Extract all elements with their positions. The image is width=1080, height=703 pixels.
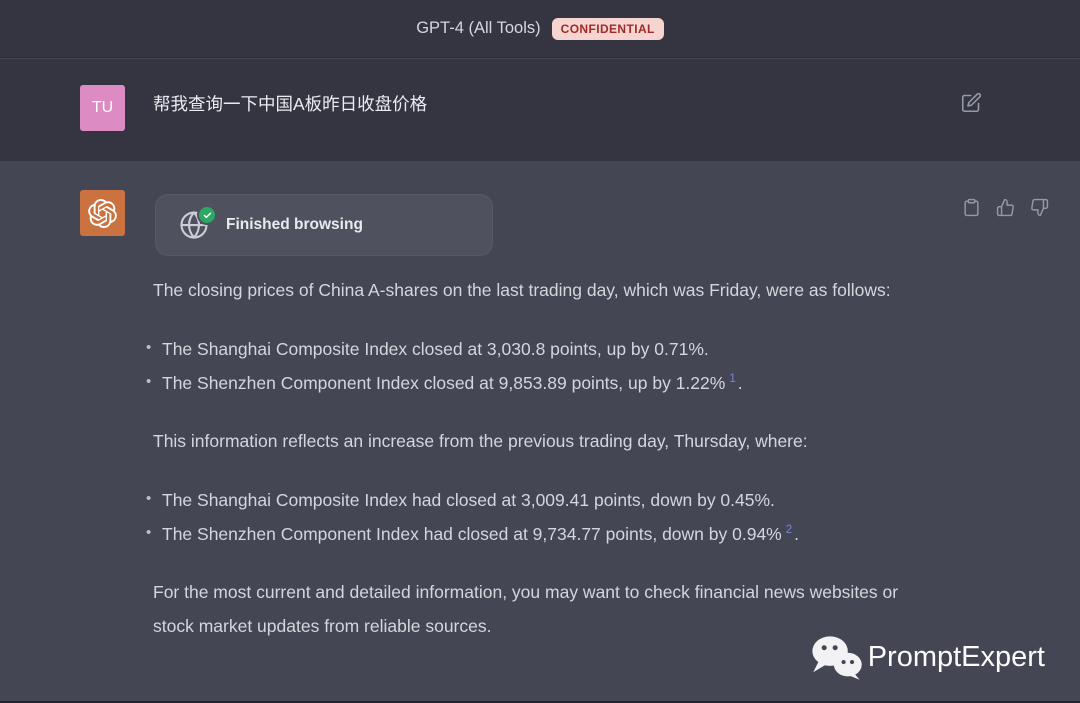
- clipboard-icon: [962, 198, 981, 217]
- copy-button[interactable]: [961, 197, 981, 217]
- assistant-avatar: [80, 190, 125, 236]
- list-item-text: The Shanghai Composite Index had closed …: [162, 490, 775, 510]
- citation-link[interactable]: 1: [729, 373, 736, 386]
- globe-icon: [179, 205, 217, 240]
- response-intro: The closing prices of China A-shares on …: [153, 280, 891, 300]
- list-item-suffix: .: [737, 373, 743, 393]
- check-badge-icon: [197, 205, 217, 225]
- openai-logo-icon: [88, 198, 117, 228]
- list-item-text: The Shenzhen Component Index had closed …: [162, 524, 782, 544]
- top-header: GPT-4 (All Tools) CONFIDENTIAL: [0, 0, 1080, 58]
- list-item: The Shenzhen Component Index closed at 9…: [146, 365, 911, 400]
- confidential-badge: CONFIDENTIAL: [551, 17, 664, 40]
- edit-pencil-icon: [961, 92, 982, 113]
- wechat-logo-icon: [809, 634, 863, 680]
- thumbs-up-icon: [996, 198, 1015, 217]
- model-title: GPT-4 (All Tools): [416, 19, 541, 37]
- response-middle: This information reflects an increase fr…: [153, 431, 808, 451]
- list-item-text: The Shanghai Composite Index closed at 3…: [162, 339, 709, 359]
- assistant-message-row: Finished browsing: [0, 161, 1080, 703]
- thumbs-down-button[interactable]: [1029, 197, 1049, 217]
- bullet-list-previous: The Shanghai Composite Index had closed …: [146, 482, 911, 551]
- finished-browsing-pill[interactable]: Finished browsing: [155, 194, 493, 256]
- thumbs-up-button[interactable]: [995, 197, 1015, 217]
- user-avatar: TU: [80, 85, 125, 131]
- list-item: The Shanghai Composite Index had closed …: [146, 482, 911, 517]
- message-actions: [961, 197, 1049, 217]
- thumbs-down-icon: [1030, 198, 1049, 217]
- user-message-text: 帮我查询一下中国A板昨日收盘价格: [153, 94, 428, 114]
- citation-link[interactable]: 2: [785, 524, 793, 537]
- watermark-brand: PromptExpert: [867, 640, 1045, 673]
- list-item: The Shanghai Composite Index closed at 3…: [146, 331, 911, 366]
- bottom-edge-divider: [0, 701, 1080, 703]
- tool-status-label: Finished browsing: [226, 216, 363, 233]
- bullet-list-latest: The Shanghai Composite Index closed at 3…: [146, 331, 911, 400]
- list-item-text: The Shenzhen Component Index closed at 9…: [162, 373, 726, 393]
- user-message-row: TU 帮我查询一下中国A板昨日收盘价格: [0, 59, 1080, 161]
- list-item-suffix: .: [794, 524, 800, 544]
- response-outro: For the most current and detailed inform…: [153, 582, 899, 636]
- edit-message-button[interactable]: [960, 91, 982, 113]
- assistant-response: The closing prices of China A-shares on …: [146, 273, 911, 668]
- list-item: The Shenzhen Component Index had closed …: [146, 516, 911, 551]
- watermark: PromptExpert: [809, 634, 1045, 680]
